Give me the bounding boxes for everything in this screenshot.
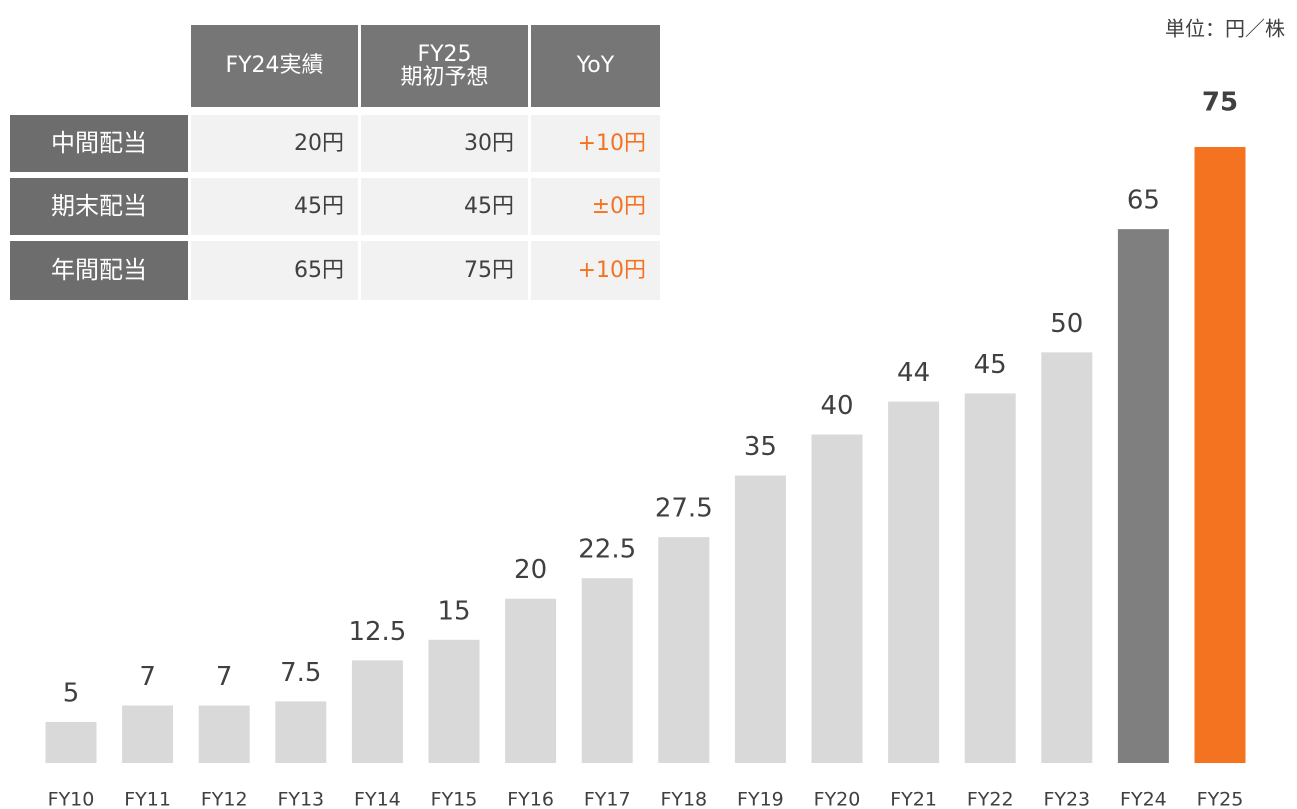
bar (964, 393, 1016, 763)
table-cell: 65円 (191, 241, 358, 300)
x-tick-label: FY14 (354, 789, 401, 809)
table-cell: 75円 (361, 241, 528, 300)
bar (811, 434, 863, 763)
table-cell: 45円 (361, 178, 528, 235)
row-header: 中間配当 (10, 115, 188, 172)
bar (198, 705, 250, 763)
table-cell: 30円 (361, 115, 528, 172)
bar (428, 639, 480, 763)
value-label: 50 (1050, 309, 1083, 339)
value-label: 5 (63, 678, 80, 708)
value-label: 27.5 (655, 494, 713, 524)
value-label: 35 (744, 432, 777, 462)
x-tick-label: FY16 (507, 789, 554, 809)
bar (1117, 229, 1169, 763)
row-header: 年間配当 (10, 241, 188, 300)
x-tick-label: FY15 (431, 789, 478, 809)
value-label: 45 (974, 350, 1007, 380)
bar (45, 721, 97, 763)
bar (1041, 352, 1093, 763)
x-tick-label: FY17 (584, 789, 631, 809)
value-label: 15 (437, 596, 470, 626)
x-tick-label: FY21 (890, 789, 937, 809)
bar (505, 598, 557, 763)
table-cell: 20円 (191, 115, 358, 172)
unit-note: 単位：円／株 (1165, 17, 1285, 41)
value-label: 7.5 (280, 658, 321, 688)
x-tick-label: FY22 (967, 789, 1014, 809)
x-tick-label: FY13 (277, 789, 324, 809)
x-tick-label: FY12 (201, 789, 248, 809)
bar (351, 660, 403, 763)
x-tick-label: FY10 (48, 789, 95, 809)
x-tick-label: FY23 (1043, 789, 1090, 809)
table-header: YoY (531, 25, 660, 107)
x-tick-label: FY11 (124, 789, 171, 809)
bar (734, 475, 786, 763)
value-label: 44 (897, 358, 930, 388)
value-label: 7 (139, 662, 156, 692)
table-cell: ±0円 (531, 178, 660, 235)
table-cell: +10円 (531, 115, 660, 172)
table-header: FY25 期初予想 (361, 25, 528, 107)
value-label: 75 (1202, 88, 1238, 118)
bar (581, 578, 633, 763)
bar (888, 401, 940, 763)
table-header: FY24実績 (191, 25, 358, 107)
bar (122, 705, 174, 763)
x-tick-label: FY18 (660, 789, 707, 809)
x-tick-label: FY19 (737, 789, 784, 809)
x-tick-label: FY25 (1197, 789, 1244, 809)
value-label: 65 (1127, 186, 1160, 216)
row-header: 期末配当 (10, 178, 188, 235)
table-cell: 45円 (191, 178, 358, 235)
x-tick-label: FY20 (814, 789, 861, 809)
value-label: 7 (216, 662, 233, 692)
x-tick-label: FY24 (1120, 789, 1167, 809)
value-label: 22.5 (578, 535, 636, 565)
bar (1194, 147, 1246, 763)
bar (275, 701, 327, 763)
bar (658, 537, 710, 763)
value-label: 40 (820, 391, 853, 421)
value-label: 12.5 (348, 617, 406, 647)
value-label: 20 (514, 555, 547, 585)
table-cell: +10円 (531, 241, 660, 300)
